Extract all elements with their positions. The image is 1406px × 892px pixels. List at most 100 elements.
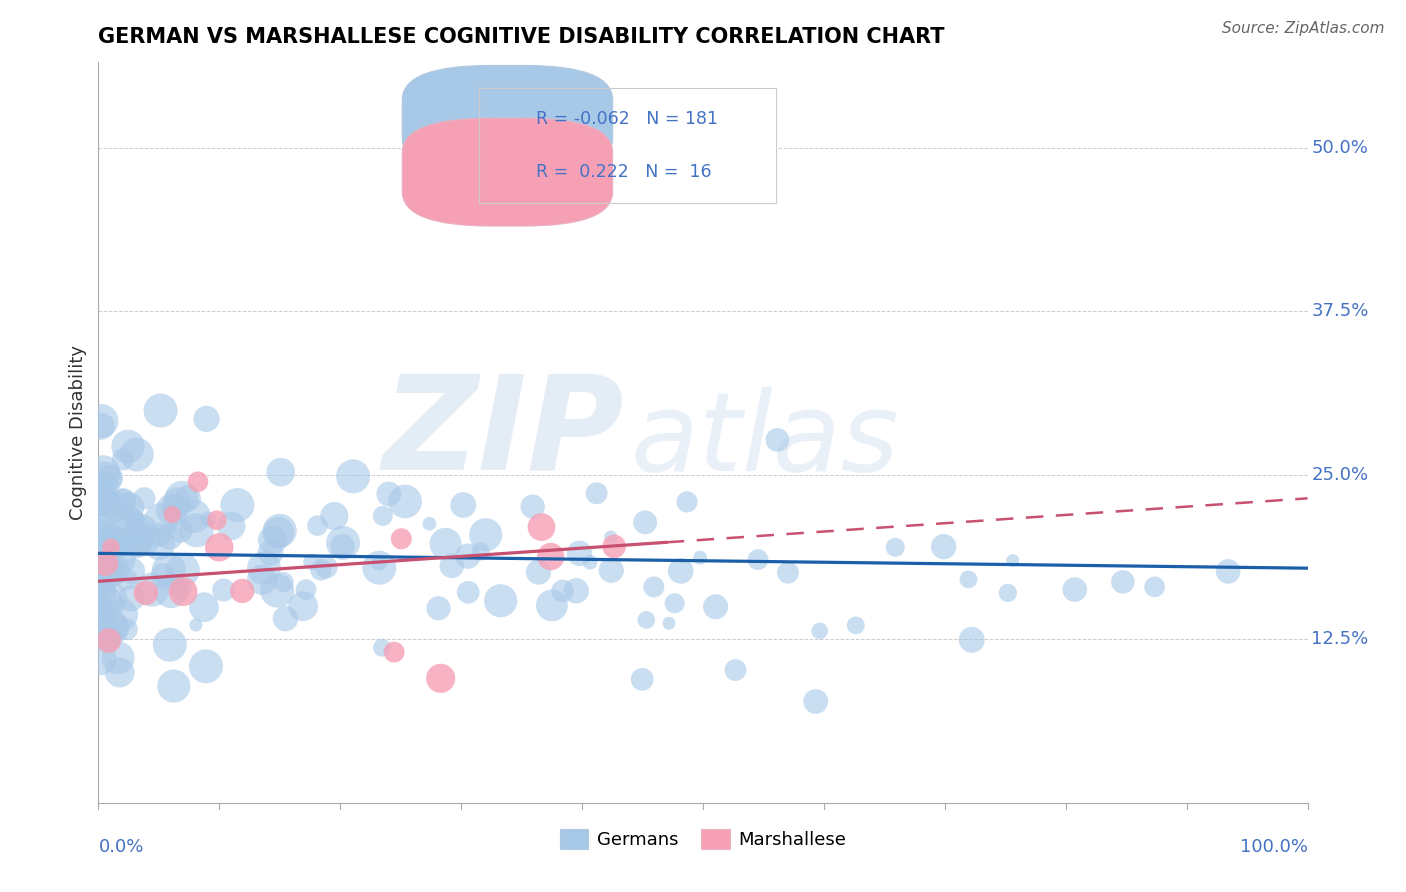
Point bbox=[371, 640, 394, 655]
Point bbox=[89, 552, 111, 566]
Point bbox=[371, 508, 394, 523]
Point bbox=[776, 566, 799, 580]
Point bbox=[540, 549, 562, 564]
Point bbox=[169, 524, 191, 538]
Point bbox=[89, 526, 111, 541]
Point bbox=[389, 532, 412, 546]
Point bbox=[94, 471, 117, 485]
Point bbox=[585, 486, 607, 500]
Point bbox=[368, 560, 391, 574]
Point bbox=[315, 560, 337, 574]
Point bbox=[451, 498, 474, 512]
Point bbox=[253, 561, 276, 575]
Point bbox=[96, 502, 118, 516]
Point bbox=[643, 580, 665, 594]
Point bbox=[108, 535, 131, 549]
Point bbox=[110, 496, 132, 510]
Point bbox=[150, 513, 173, 527]
Point bbox=[489, 593, 512, 607]
Point bbox=[377, 487, 399, 501]
Point bbox=[527, 565, 550, 579]
Text: 37.5%: 37.5% bbox=[1312, 302, 1368, 320]
Point bbox=[434, 537, 457, 551]
Point bbox=[101, 563, 124, 577]
Point bbox=[89, 606, 111, 620]
Point bbox=[177, 491, 200, 506]
Point bbox=[470, 544, 492, 558]
Point bbox=[115, 572, 138, 586]
Point bbox=[267, 525, 290, 540]
Point bbox=[323, 508, 346, 523]
Text: 100.0%: 100.0% bbox=[1240, 838, 1308, 856]
Point bbox=[530, 520, 553, 534]
Point bbox=[90, 414, 112, 428]
Point bbox=[103, 536, 125, 550]
Point bbox=[307, 518, 329, 533]
Point bbox=[301, 555, 323, 569]
Point bbox=[664, 596, 686, 610]
Point bbox=[89, 499, 111, 513]
Point bbox=[117, 533, 139, 547]
Point bbox=[125, 448, 148, 462]
Point bbox=[121, 564, 143, 578]
Point bbox=[631, 673, 654, 687]
Point bbox=[1218, 565, 1240, 579]
Point bbox=[159, 584, 181, 599]
Point bbox=[117, 439, 139, 453]
Point bbox=[90, 566, 112, 580]
Point bbox=[273, 575, 295, 590]
Point bbox=[522, 500, 544, 514]
Point bbox=[134, 491, 156, 506]
Point bbox=[89, 545, 111, 559]
Point bbox=[89, 553, 111, 567]
Point bbox=[184, 618, 207, 632]
Point bbox=[457, 549, 479, 563]
Point bbox=[93, 492, 115, 507]
Point bbox=[704, 599, 727, 614]
Point bbox=[122, 512, 145, 526]
Point bbox=[195, 412, 218, 426]
Point bbox=[292, 599, 315, 614]
Point bbox=[98, 535, 121, 549]
Point bbox=[89, 476, 111, 491]
Point bbox=[600, 563, 623, 577]
Point bbox=[89, 651, 111, 665]
Point bbox=[172, 584, 194, 599]
Point bbox=[689, 550, 711, 565]
Point bbox=[157, 563, 180, 577]
Point bbox=[152, 568, 174, 582]
Point bbox=[1112, 574, 1135, 589]
Point bbox=[170, 582, 193, 597]
Point bbox=[90, 419, 112, 434]
Point bbox=[89, 514, 111, 528]
Point bbox=[932, 540, 955, 554]
Point bbox=[170, 491, 193, 505]
Point bbox=[186, 523, 208, 537]
Point bbox=[565, 583, 588, 598]
Point bbox=[100, 534, 122, 549]
Point bbox=[132, 533, 155, 547]
Point bbox=[599, 530, 621, 544]
Point bbox=[330, 539, 353, 553]
Point bbox=[266, 583, 288, 598]
Point bbox=[101, 562, 124, 576]
Point bbox=[259, 546, 281, 560]
Point bbox=[89, 559, 111, 574]
Point bbox=[107, 650, 129, 665]
Point bbox=[129, 531, 152, 545]
Point bbox=[118, 500, 141, 515]
Text: 0.0%: 0.0% bbox=[98, 838, 143, 856]
Point bbox=[100, 565, 122, 579]
Point bbox=[96, 548, 118, 562]
Point bbox=[89, 540, 111, 554]
Point bbox=[94, 556, 117, 570]
Point bbox=[100, 592, 122, 607]
Point bbox=[187, 475, 209, 489]
Point bbox=[90, 567, 112, 582]
Point bbox=[960, 632, 983, 647]
Point bbox=[1001, 553, 1024, 567]
Point bbox=[89, 584, 111, 599]
Point bbox=[262, 533, 284, 547]
Point bbox=[89, 529, 111, 543]
Text: 25.0%: 25.0% bbox=[1312, 467, 1368, 484]
